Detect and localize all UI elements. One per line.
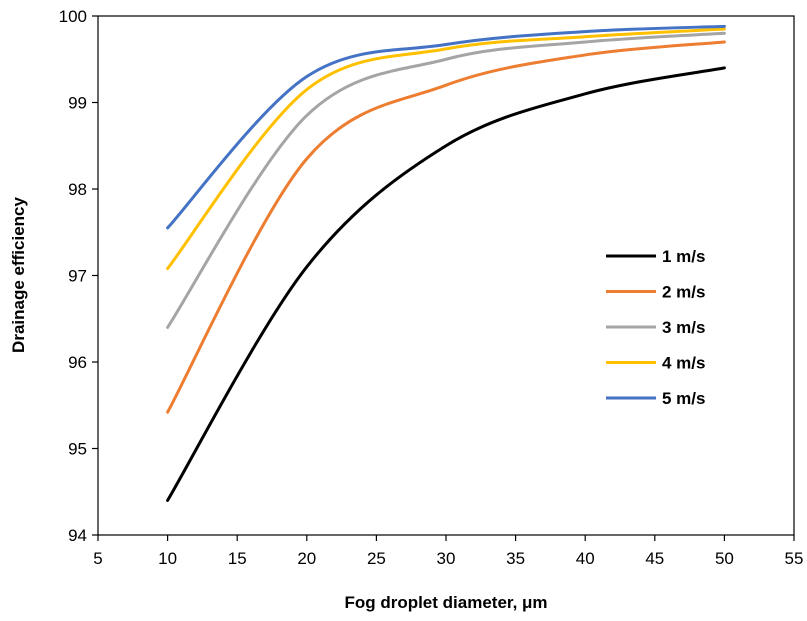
legend-label-1: 1 m/s	[662, 247, 705, 266]
y-axis-title: Drainage efficiency	[9, 197, 28, 353]
plot-area	[98, 16, 794, 535]
y-tick-label: 98	[68, 180, 87, 199]
x-tick-label: 25	[367, 549, 386, 568]
x-tick-label: 50	[715, 549, 734, 568]
legend-label-3: 3 m/s	[662, 318, 705, 337]
y-tick-label: 97	[68, 267, 87, 286]
y-tick-label: 95	[68, 440, 87, 459]
legend-label-4: 4 m/s	[662, 354, 705, 373]
legend-label-5: 5 m/s	[662, 389, 705, 408]
x-tick-label: 55	[785, 549, 804, 568]
x-tick-label: 20	[297, 549, 316, 568]
y-axis-ticks: 94 95 96 97 98 99 100	[59, 7, 98, 545]
x-tick-label: 5	[93, 549, 102, 568]
x-tick-label: 40	[576, 549, 595, 568]
y-tick-label: 100	[59, 7, 87, 26]
x-tick-label: 45	[645, 549, 664, 568]
legend-label-2: 2 m/s	[662, 283, 705, 302]
x-tick-label: 15	[228, 549, 247, 568]
x-tick-label: 10	[158, 549, 177, 568]
y-tick-label: 94	[68, 526, 87, 545]
x-axis-ticks: 5 10 15 20 25 30 35 40 45 50 55	[93, 535, 803, 568]
x-axis-title: Fog droplet diameter, μm	[344, 593, 547, 612]
x-tick-label: 35	[506, 549, 525, 568]
y-tick-label: 99	[68, 94, 87, 113]
x-tick-label: 30	[437, 549, 456, 568]
y-tick-label: 96	[68, 353, 87, 372]
